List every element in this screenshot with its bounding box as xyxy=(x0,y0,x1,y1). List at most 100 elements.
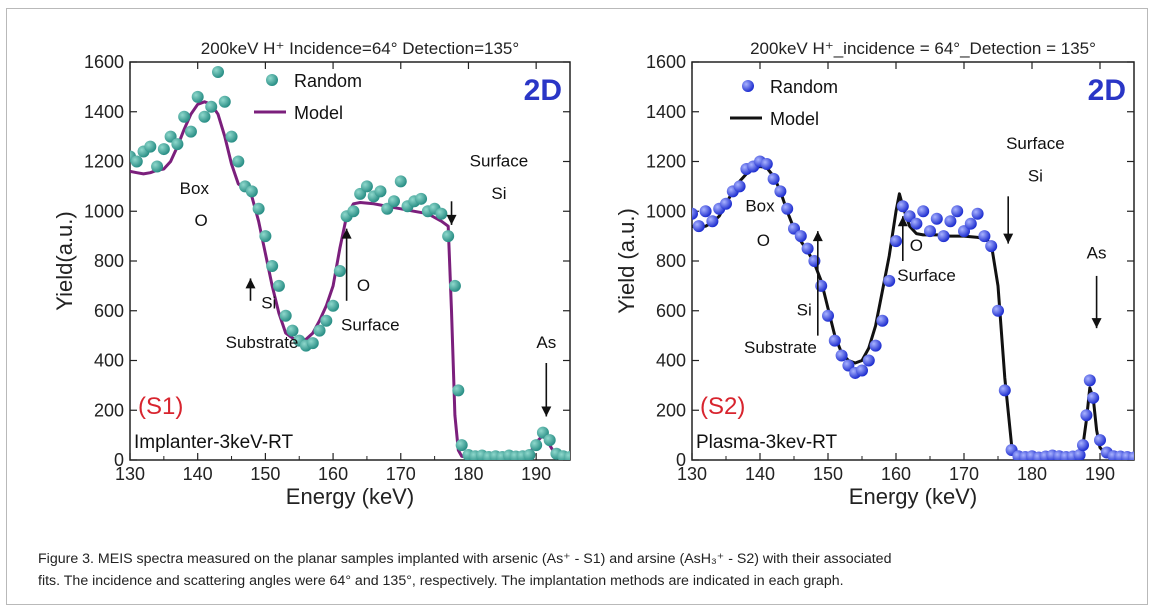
data-point xyxy=(157,143,170,156)
annotation-label: O xyxy=(757,231,770,250)
chart-plasma: 130 140 150 160 170 180 190 0 200 400 600 800 1000 12… xyxy=(614,39,1135,509)
arrow-head xyxy=(1091,318,1102,329)
y-tick-label: 1400 xyxy=(84,102,124,122)
x-tick-label: 140 xyxy=(745,464,775,484)
data-point xyxy=(245,185,258,198)
data-point xyxy=(442,230,455,243)
data-point xyxy=(781,202,794,215)
y-tick-label: 1400 xyxy=(646,102,686,122)
data-point xyxy=(1094,434,1106,447)
data-point xyxy=(178,110,191,123)
annotation-label: As xyxy=(1087,244,1107,263)
data-point xyxy=(998,384,1011,397)
chart-implanter: 130 140 150 160 170 180 190 0 200 400 600 800 1000 12… xyxy=(52,39,571,509)
data-point xyxy=(1080,409,1093,422)
data-point xyxy=(951,205,964,218)
data-point xyxy=(286,324,299,337)
data-point xyxy=(144,140,157,153)
data-point xyxy=(706,215,719,228)
figure-caption: Figure 3. MEIS spectra measured on the p… xyxy=(38,548,1138,592)
data-point xyxy=(835,349,848,362)
data-point xyxy=(1077,439,1089,452)
annotation-label: Si xyxy=(491,184,506,203)
data-point xyxy=(720,197,732,210)
y-tick-label: 400 xyxy=(656,351,686,371)
data-point xyxy=(794,230,807,243)
data-point xyxy=(692,220,705,233)
data-point xyxy=(760,157,773,170)
arrow-head xyxy=(245,278,256,289)
x-tick-label: 150 xyxy=(250,464,280,484)
data-point xyxy=(452,384,465,397)
x-tick-label: 160 xyxy=(318,464,348,484)
x-tick-label: 190 xyxy=(1085,464,1115,484)
data-point xyxy=(1128,451,1134,460)
dimension-badge: 2D xyxy=(1088,74,1126,107)
x-tick-label: 170 xyxy=(949,464,979,484)
data-point xyxy=(924,225,936,238)
annotation-label: Si xyxy=(1028,166,1043,185)
data-point xyxy=(171,138,184,151)
method-label: Implanter-3keV-RT xyxy=(134,432,293,453)
data-point xyxy=(856,364,868,377)
data-point xyxy=(218,95,231,108)
data-point xyxy=(692,207,698,220)
annotation-label: Box xyxy=(180,179,210,198)
data-point xyxy=(767,172,780,185)
annotation-label: Box xyxy=(745,196,775,215)
data-point xyxy=(971,207,984,220)
data-point xyxy=(883,274,896,287)
data-point xyxy=(327,299,340,312)
sample-label: (S1) xyxy=(138,393,183,420)
annotation-label: Si xyxy=(797,301,812,320)
data-point xyxy=(394,175,407,188)
data-point xyxy=(198,110,211,123)
x-tick-label: 150 xyxy=(813,464,843,484)
data-point xyxy=(699,205,712,218)
legend-model: Model xyxy=(294,103,343,123)
y-tick-label: 400 xyxy=(94,351,124,371)
plot-frame xyxy=(691,61,1135,461)
data-point xyxy=(523,449,536,460)
data-point xyxy=(964,217,977,230)
data-point xyxy=(374,185,387,198)
annotation-label: Surface xyxy=(1006,134,1065,153)
data-point xyxy=(1083,374,1096,387)
y-tick-label: 0 xyxy=(676,450,686,470)
y-tick-label: 800 xyxy=(656,251,686,271)
data-point xyxy=(917,205,930,218)
annotation-label: As xyxy=(536,333,556,352)
y-tick-label: 200 xyxy=(656,400,686,420)
annotation-label: O xyxy=(910,236,923,255)
y-tick-label: 600 xyxy=(94,301,124,321)
y-axis-label: Yield(a.u.) xyxy=(52,211,77,310)
annotation-label: Substrate xyxy=(226,333,299,352)
x-tick-label: 190 xyxy=(521,464,551,484)
data-point xyxy=(333,264,346,277)
data-point xyxy=(360,180,373,193)
chart-title: 200keV H⁺_incidence = 64°_Detection = 13… xyxy=(750,39,1096,58)
data-point xyxy=(279,309,292,322)
y-tick-label: 200 xyxy=(94,400,124,420)
y-tick-label: 0 xyxy=(114,450,124,470)
y-tick-label: 800 xyxy=(94,251,124,271)
dimension-badge: 2D xyxy=(524,74,562,107)
x-tick-label: 180 xyxy=(453,464,483,484)
legend-random: Random xyxy=(294,71,362,91)
x-tick-label: 170 xyxy=(386,464,416,484)
data-point xyxy=(876,314,889,327)
data-point xyxy=(944,215,957,228)
annotation-label: Surface xyxy=(897,266,956,285)
data-point xyxy=(130,155,143,168)
method-label: Plasma-3kev-RT xyxy=(696,432,838,453)
legend-model: Model xyxy=(770,109,819,129)
data-point xyxy=(320,314,333,327)
data-point xyxy=(455,439,468,452)
data-point xyxy=(978,230,991,243)
y-axis-label: Yield (a.u.) xyxy=(614,208,639,314)
annotation-label: Surface xyxy=(341,316,400,335)
arrow-head xyxy=(897,216,908,227)
x-tick-label: 180 xyxy=(1017,464,1047,484)
data-point xyxy=(869,339,882,352)
y-tick-label: 1600 xyxy=(84,52,124,72)
